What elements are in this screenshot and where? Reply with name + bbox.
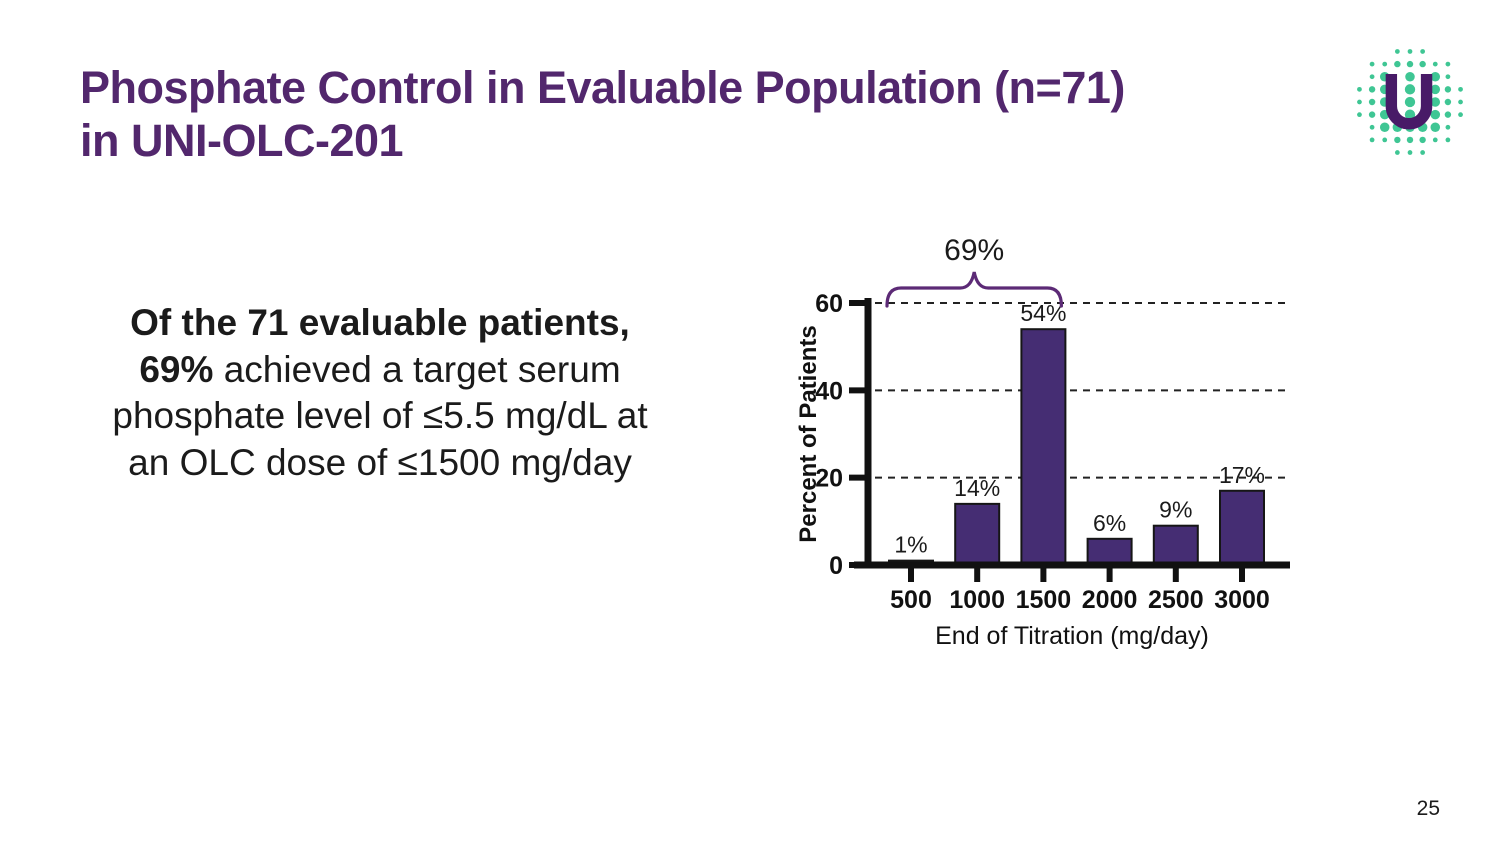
logo-dot xyxy=(1430,84,1441,95)
logo-dot xyxy=(1404,96,1416,108)
logo-dot xyxy=(1369,74,1375,80)
logo-dot xyxy=(1430,71,1441,82)
y-tick-label-20: 20 xyxy=(815,465,843,493)
bar-label-1000: 14% xyxy=(954,475,1000,501)
body-text: Of the 71 evaluable patients, 69% achiev… xyxy=(95,300,665,486)
logo-dot xyxy=(1406,60,1414,68)
slide-title-line2: in UNI-OLC-201 xyxy=(80,114,404,166)
logo-dot xyxy=(1444,98,1452,106)
logo-dot xyxy=(1458,86,1463,92)
logo-dot xyxy=(1407,150,1413,155)
logo-dot xyxy=(1458,99,1463,105)
bar-label-2500: 9% xyxy=(1159,497,1192,523)
y-axis-title: Percent of Patients xyxy=(798,325,822,542)
logo-dot xyxy=(1432,137,1438,143)
logo-dot xyxy=(1430,109,1441,120)
logo-dot xyxy=(1357,86,1362,92)
bar-label-3000: 17% xyxy=(1219,462,1265,488)
bar-3000 xyxy=(1219,489,1265,566)
logo-dot xyxy=(1368,86,1376,93)
slide-title: Phosphate Control in Evaluable Populatio… xyxy=(80,62,1330,167)
logo-dot xyxy=(1407,49,1413,54)
bar-1500 xyxy=(1020,328,1067,566)
y-tick-label-40: 40 xyxy=(815,377,843,405)
logo-dot xyxy=(1368,98,1376,106)
logo-dot xyxy=(1432,61,1438,67)
logo-dot xyxy=(1445,74,1451,80)
logo-dot xyxy=(1379,122,1390,133)
logo-dot xyxy=(1420,49,1426,54)
page-number: 25 xyxy=(1416,797,1440,820)
x-tick-label-2000: 2000 xyxy=(1082,586,1138,614)
bar-label-500: 1% xyxy=(894,532,927,558)
logo-dot xyxy=(1394,60,1401,68)
logo-dot xyxy=(1369,137,1375,143)
logo-dot xyxy=(1394,49,1400,54)
slide-title-line1: Phosphate Control in Evaluable Populatio… xyxy=(80,62,1125,113)
body-text-rest: achieved a target serum phosphate level … xyxy=(112,348,648,483)
logo-u-icon xyxy=(1357,49,1463,155)
logo-dot xyxy=(1419,60,1426,68)
logo-dot xyxy=(1369,61,1375,67)
logo-dot xyxy=(1430,97,1441,107)
logo-dot xyxy=(1420,150,1426,155)
logo-dot xyxy=(1404,84,1416,95)
logo-dot xyxy=(1406,136,1414,144)
logo-dot xyxy=(1445,137,1451,143)
bar-label-1500: 54% xyxy=(1020,300,1066,326)
bar-chart: 1% 14% 54% 6% 9% 17% 0 20 40 60 500 1000 1500 2000 250… xyxy=(795,228,1320,660)
logo-dot xyxy=(1357,112,1362,118)
logo-dot xyxy=(1444,86,1452,93)
logo-dot xyxy=(1404,109,1416,120)
logo-dot xyxy=(1445,124,1451,130)
logo-dot xyxy=(1369,124,1375,130)
brace-annotation-label: 69% xyxy=(944,234,1004,267)
logo-dot xyxy=(1357,99,1362,105)
logo-dot xyxy=(1382,137,1388,143)
y-tick-label-0: 0 xyxy=(829,552,843,580)
bar-2500 xyxy=(1152,524,1199,567)
x-tick-label-1500: 1500 xyxy=(1016,586,1072,614)
x-tick-label-2500: 2500 xyxy=(1148,586,1204,614)
logo-dot xyxy=(1444,111,1452,118)
logo-dot xyxy=(1382,61,1388,67)
x-tick-label-1000: 1000 xyxy=(949,586,1005,614)
x-axis-title: End of Titration (mg/day) xyxy=(935,622,1209,650)
logo-dot xyxy=(1430,122,1441,133)
bar-2000 xyxy=(1086,537,1133,566)
logo-dot xyxy=(1394,136,1401,144)
logo-dot xyxy=(1368,111,1376,118)
bar-label-2000: 6% xyxy=(1093,510,1126,536)
x-tick-label-3000: 3000 xyxy=(1214,586,1270,614)
logo-dot xyxy=(1458,112,1463,118)
logo-dot xyxy=(1445,61,1451,67)
bar-1000 xyxy=(954,502,1001,567)
logo-dot xyxy=(1394,150,1400,155)
brace-annotation xyxy=(885,271,1063,308)
body-text-highlight: Of the 71 evaluable patients, 69% xyxy=(130,302,630,390)
y-tick-label-60: 60 xyxy=(815,290,843,318)
logo-dot xyxy=(1419,136,1426,144)
x-tick-label-500: 500 xyxy=(890,586,932,614)
logo-dot xyxy=(1405,71,1415,82)
